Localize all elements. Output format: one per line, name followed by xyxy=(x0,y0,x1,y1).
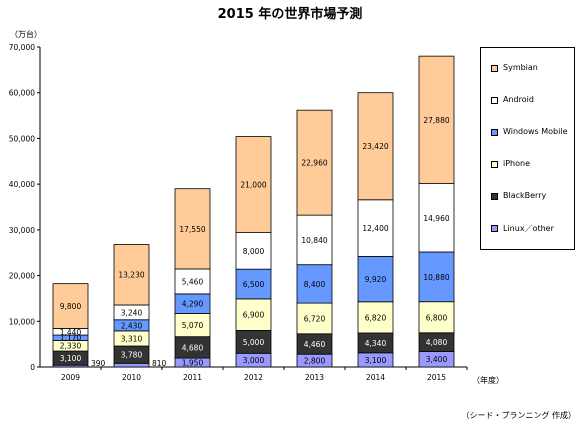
data-label: 9,800 xyxy=(60,302,82,311)
legend-label: Linux／other xyxy=(503,224,554,233)
data-label: 6,500 xyxy=(243,280,265,289)
y-tick-label: 0 xyxy=(30,363,35,372)
x-unit-label: （年度） xyxy=(472,375,504,385)
data-label: 4,460 xyxy=(304,340,326,349)
data-label: 2,430 xyxy=(121,321,143,330)
data-label: 5,460 xyxy=(182,277,204,286)
bar-segment xyxy=(357,256,394,303)
y-tick-label: 30,000 xyxy=(9,226,35,235)
data-label: 390 xyxy=(91,359,106,368)
y-tick-label: 20,000 xyxy=(9,272,35,281)
y-tick-label: 40,000 xyxy=(9,180,35,189)
data-label: 3,310 xyxy=(121,334,143,343)
data-label: 14,960 xyxy=(423,214,449,223)
bar-segment xyxy=(235,298,272,331)
bars xyxy=(52,55,455,368)
x-tick-label: 2013 xyxy=(305,373,324,382)
axes: 0 10,000 20,000 30,000 40,000 50,000 60,000 70,… xyxy=(9,43,468,382)
legend: Symbian Android Windows Mobile iPhone BlackB… xyxy=(480,47,575,250)
data-label: 10,880 xyxy=(423,273,449,282)
data-label: 3,100 xyxy=(60,354,82,363)
x-tick-label: 2014 xyxy=(366,373,385,382)
legend-swatch xyxy=(491,65,498,72)
bar-segment xyxy=(296,264,333,304)
y-tick-label: 60,000 xyxy=(9,89,35,98)
data-label: 6,820 xyxy=(365,313,387,322)
data-label: 4,080 xyxy=(426,338,448,347)
data-label: 8,000 xyxy=(243,247,265,256)
bar-segment xyxy=(296,214,333,266)
legend-label: Symbian xyxy=(503,63,538,72)
data-label: 1,440 xyxy=(60,328,82,337)
data-label: 13,230 xyxy=(118,271,144,280)
x-tick-label: 2010 xyxy=(122,373,141,382)
data-label: 6,900 xyxy=(243,311,265,320)
data-label: 3,000 xyxy=(243,356,265,365)
y-unit-label: （万台） xyxy=(10,29,42,39)
bar-segment xyxy=(296,302,333,335)
legend-label: Android xyxy=(503,95,534,104)
bar-segment xyxy=(113,362,150,368)
data-label: 810 xyxy=(152,359,167,368)
data-label: 12,400 xyxy=(362,224,388,233)
x-tick-label: 2015 xyxy=(427,373,446,382)
data-label: 17,550 xyxy=(179,225,205,234)
legend-label: Windows Mobile xyxy=(503,127,568,136)
data-label: 2,330 xyxy=(60,342,82,351)
bar-segment xyxy=(418,55,455,184)
y-tick-label: 10,000 xyxy=(9,317,35,326)
bar-segment xyxy=(235,232,272,270)
bar-segment xyxy=(174,188,211,270)
data-label: 8,400 xyxy=(304,280,326,289)
bar-segment xyxy=(174,268,211,295)
data-label: 27,880 xyxy=(423,116,449,125)
bar-segment xyxy=(235,136,272,234)
data-label: 4,290 xyxy=(182,300,204,309)
data-label: 6,800 xyxy=(426,313,448,322)
x-tick-label: 2009 xyxy=(61,373,80,382)
data-label: 4,680 xyxy=(182,343,204,352)
bar-segment xyxy=(357,92,394,201)
data-label: 3,780 xyxy=(121,351,143,360)
y-tick-label: 70,000 xyxy=(9,43,35,52)
bar-segment xyxy=(357,199,394,257)
data-label: 10,840 xyxy=(301,236,327,245)
data-label: 3,240 xyxy=(121,308,143,317)
data-label: 21,000 xyxy=(240,181,266,190)
source-note: （シード・プランニング 作成） xyxy=(461,410,576,420)
bar-segment xyxy=(113,244,150,306)
data-label: 5,000 xyxy=(243,338,265,347)
data-label: 22,960 xyxy=(301,159,327,168)
x-tick-label: 2012 xyxy=(244,373,263,382)
data-label: 1,950 xyxy=(182,359,204,368)
chart-title: 2015 年の世界市場予測 xyxy=(218,6,363,22)
data-label: 5,070 xyxy=(182,321,204,330)
legend-swatch xyxy=(491,97,498,104)
data-label: 1,170 xyxy=(60,334,82,343)
data-label: 23,420 xyxy=(362,142,388,151)
data-label: 6,720 xyxy=(304,314,326,323)
legend-swatch xyxy=(491,129,498,136)
legend-swatch xyxy=(491,193,498,200)
y-tick-label: 50,000 xyxy=(9,134,35,143)
bar-segment xyxy=(296,109,333,216)
data-label: 3,400 xyxy=(426,355,448,364)
bar-segment xyxy=(357,301,394,334)
data-label: 2,800 xyxy=(304,357,326,366)
data-label: 9,920 xyxy=(365,275,387,284)
legend-label: BlackBerry xyxy=(503,191,547,200)
data-label: 3,100 xyxy=(365,356,387,365)
data-label: 4,340 xyxy=(365,339,387,348)
bar-segment xyxy=(418,251,455,303)
legend-label: iPhone xyxy=(503,159,531,168)
bar-segment xyxy=(52,283,89,329)
x-tick-label: 2011 xyxy=(183,373,202,382)
legend-swatch xyxy=(491,225,498,232)
legend-swatch xyxy=(491,161,498,168)
